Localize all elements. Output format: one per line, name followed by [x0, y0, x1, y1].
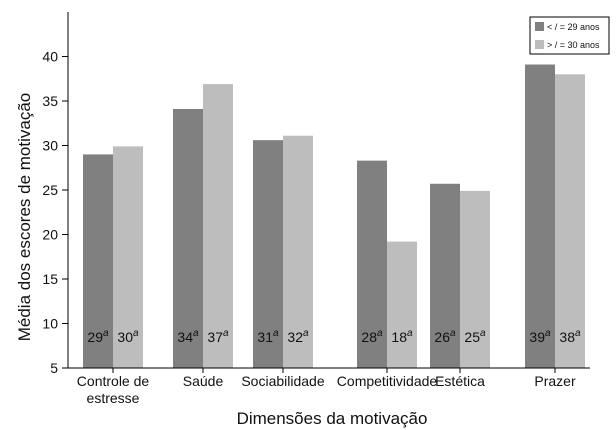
data-label-series-2-3: 18a — [391, 328, 413, 345]
data-label-series-2-0: 30a — [117, 328, 139, 345]
x-axis-title: Dimensões da motivação — [237, 409, 428, 428]
data-label-series-2-4: 25a — [464, 328, 486, 345]
data-label-series-2-2: 32a — [287, 328, 309, 345]
bars-layer — [83, 64, 585, 369]
legend-label-series-2: > / = 30 anos — [547, 40, 600, 50]
x-tick-label-5: Prazer — [534, 373, 576, 389]
x-tick-label-3: Competitividade — [337, 373, 438, 389]
y-tick-label-25: 25 — [42, 182, 58, 198]
legend-label-series-1: < / = 29 anos — [547, 22, 600, 32]
legend-swatch-series-1 — [535, 22, 544, 31]
y-tick-label-20: 20 — [42, 227, 58, 243]
bar-series-1-1 — [173, 109, 203, 368]
data-label-series-1-2: 31a — [257, 328, 279, 345]
y-tick-label-15: 15 — [42, 271, 58, 287]
bar-series-1-4 — [430, 183, 460, 368]
x-tick-label-4: Estética — [435, 373, 485, 389]
bar-series-2-4 — [460, 190, 490, 368]
data-label-series-1-0: 29a — [87, 328, 109, 345]
bar-series-2-5 — [555, 74, 585, 369]
x-tick-label-0: Controle de estresse — [77, 373, 150, 406]
data-label-series-2-1: 37a — [207, 328, 229, 345]
data-label-series-1-5: 39a — [529, 328, 551, 345]
data-label-series-1-3: 28a — [361, 328, 383, 345]
bar-series-1-0 — [83, 154, 113, 368]
y-tick-label-5: 5 — [50, 360, 58, 376]
x-ticks-layer: Controle de estresse Saúde Sociabilidade Com… — [77, 368, 576, 406]
data-label-series-1-4: 26a — [434, 328, 456, 345]
y-axis-title: Média dos escores de motivação — [15, 93, 34, 342]
y-tick-label-40: 40 — [42, 49, 58, 65]
axes-layer — [67, 12, 590, 369]
x-tick-label-2: Sociabilidade — [241, 373, 324, 389]
y-ticks-layer: 5 10 15 20 25 30 35 40 — [42, 49, 68, 376]
bar-series-2-0 — [113, 146, 143, 368]
y-tick-label-10: 10 — [42, 316, 58, 332]
bar-series-1-3 — [357, 160, 387, 368]
y-tick-label-30: 30 — [42, 138, 58, 154]
bar-series-1-2 — [253, 140, 283, 368]
data-label-series-2-5: 38a — [559, 328, 581, 345]
data-labels-layer: 29a 30a 34a 37a 31a 32a 28a 18a 26a 25a 39a 38a — [87, 328, 581, 345]
x-tick-label-1: Saúde — [183, 373, 224, 389]
bar-series-1-5 — [525, 64, 555, 368]
legend: < / = 29 anos > / = 30 anos — [529, 16, 610, 55]
legend-swatch-series-2 — [535, 40, 544, 49]
bar-series-2-3 — [387, 241, 417, 368]
bar-series-2-2 — [283, 135, 313, 368]
y-tick-label-35: 35 — [42, 93, 58, 109]
bar-series-2-1 — [203, 84, 233, 368]
data-label-series-1-1: 34a — [177, 328, 199, 345]
